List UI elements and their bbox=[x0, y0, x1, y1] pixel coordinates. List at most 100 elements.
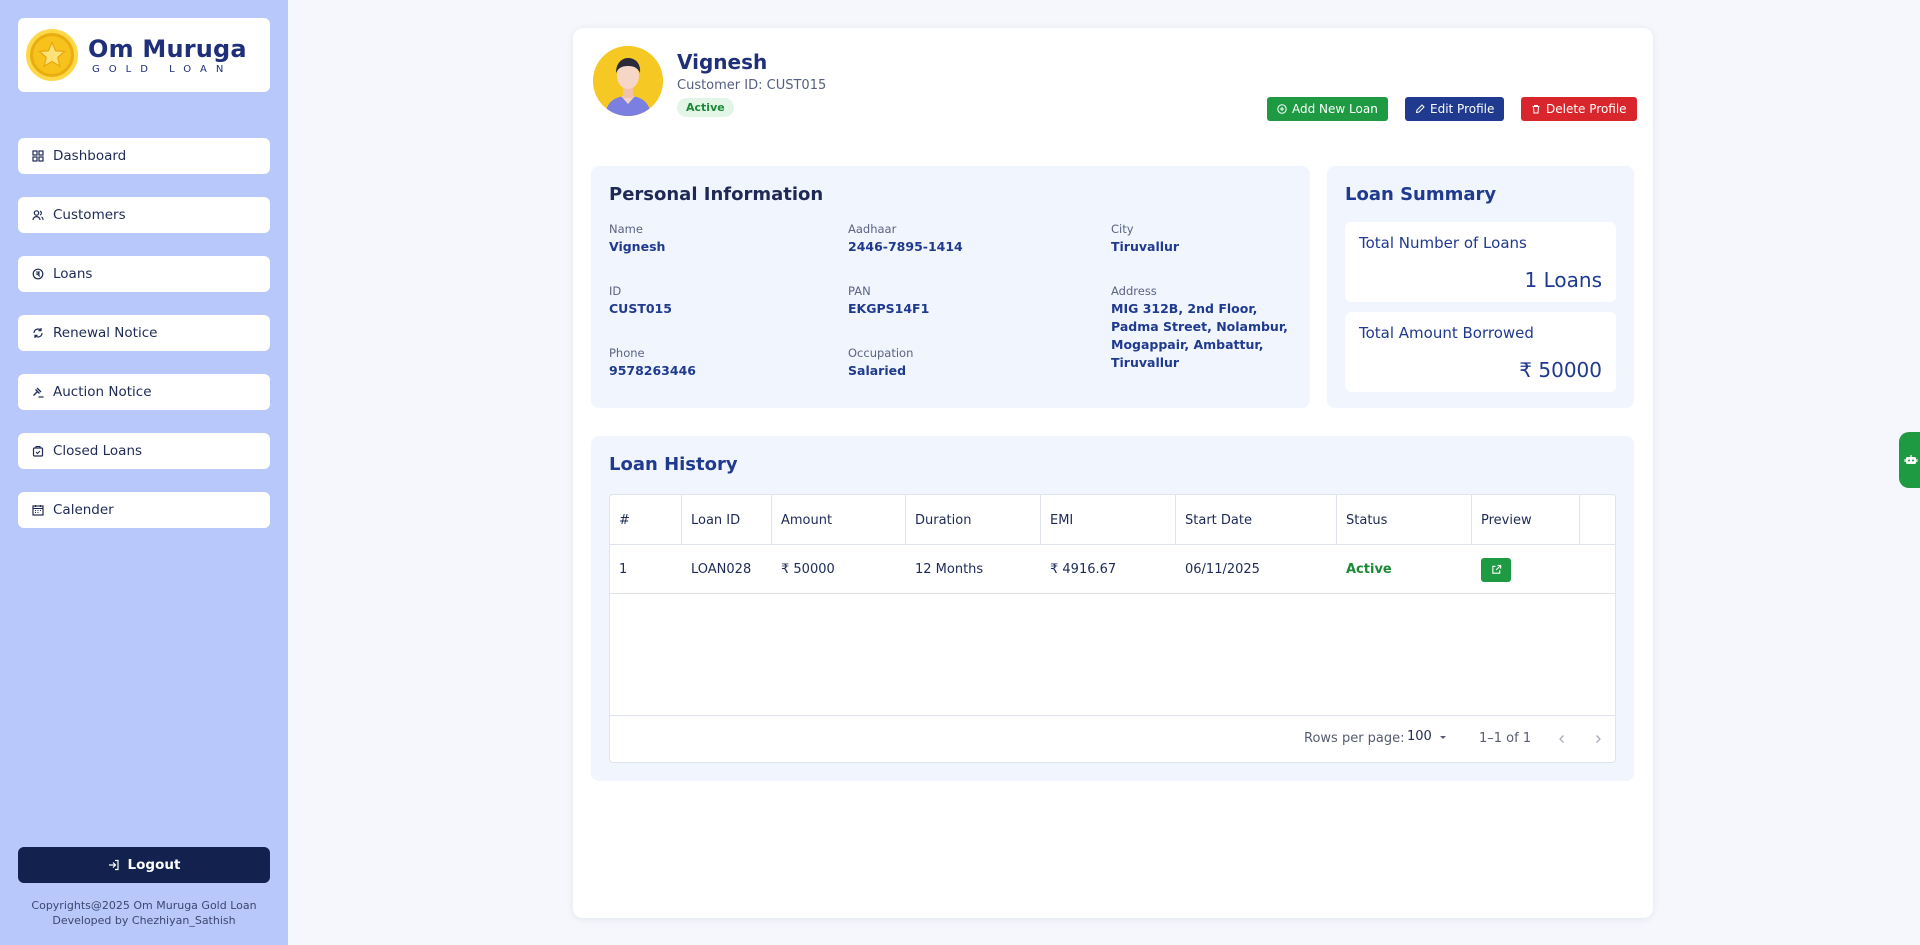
cell-emi: ₹ 4916.67 bbox=[1050, 562, 1117, 577]
column-header-number[interactable]: # bbox=[610, 495, 682, 545]
total-loans-card: Total Number of Loans 1 Loans bbox=[1345, 222, 1616, 302]
field-label: ID bbox=[609, 284, 622, 298]
field-value: CUST015 bbox=[609, 301, 672, 316]
caret-down-icon bbox=[1439, 735, 1446, 739]
sidebar-item-label: Auction Notice bbox=[53, 384, 152, 400]
field-aadhaar: Aadhaar 2446-7895-1414 bbox=[848, 222, 963, 256]
field-value: 9578263446 bbox=[609, 363, 696, 378]
rows-per-page-select[interactable]: 100 bbox=[1407, 729, 1448, 744]
logout-icon bbox=[108, 859, 119, 871]
preview-button[interactable] bbox=[1481, 557, 1511, 582]
delete-profile-button[interactable]: Delete Profile bbox=[1521, 97, 1637, 121]
field-label: Phone bbox=[609, 346, 645, 360]
field-name: Name Vignesh bbox=[609, 222, 665, 256]
column-header-status[interactable]: Status bbox=[1337, 495, 1472, 545]
external-link-icon bbox=[1491, 564, 1501, 574]
field-label: PAN bbox=[848, 284, 871, 298]
loan-icon bbox=[32, 268, 44, 280]
table-header: # Loan ID Amount Duration EMI Start Date… bbox=[610, 495, 1615, 545]
renew-icon bbox=[32, 327, 44, 339]
sidebar-item-label: Loans bbox=[53, 266, 93, 282]
loan-summary-title: Loan Summary bbox=[1345, 184, 1497, 205]
column-header-start-date[interactable]: Start Date bbox=[1176, 495, 1337, 545]
next-page-button[interactable] bbox=[1588, 729, 1608, 749]
loan-summary-panel: Loan Summary Total Number of Loans 1 Loa… bbox=[1327, 166, 1634, 408]
dashboard-icon bbox=[32, 150, 44, 162]
total-loans-value: 1 Loans bbox=[1524, 268, 1602, 292]
column-header-emi[interactable]: EMI bbox=[1041, 495, 1176, 545]
cell-preview bbox=[1472, 545, 1511, 594]
cell-number: 1 bbox=[619, 562, 628, 577]
total-borrowed-card: Total Amount Borrowed ₹ 50000 bbox=[1345, 312, 1616, 392]
previous-page-button[interactable] bbox=[1552, 729, 1572, 749]
plus-circle-icon bbox=[1277, 104, 1287, 114]
cell-start-date: 06/11/2025 bbox=[1185, 562, 1260, 577]
delete-profile-label: Delete Profile bbox=[1546, 102, 1627, 116]
sidebar-item-customers[interactable]: Customers bbox=[18, 197, 270, 233]
column-header-preview[interactable]: Preview bbox=[1472, 495, 1580, 545]
field-label: City bbox=[1111, 222, 1134, 236]
trash-icon bbox=[1532, 105, 1540, 114]
chatbot-toggle-button[interactable] bbox=[1899, 432, 1920, 488]
users-icon bbox=[32, 209, 44, 221]
chevron-left-icon bbox=[1559, 735, 1564, 743]
loan-history-panel: Loan History # Loan ID Amount Duration E… bbox=[591, 436, 1634, 781]
column-header-loan-id[interactable]: Loan ID bbox=[682, 495, 772, 545]
avatar bbox=[593, 46, 663, 116]
brand-logo[interactable]: Om Muruga GOLD LOAN bbox=[18, 18, 270, 92]
field-phone: Phone 9578263446 bbox=[609, 346, 696, 380]
edit-profile-label: Edit Profile bbox=[1430, 102, 1495, 116]
field-value: 2446-7895-1414 bbox=[848, 239, 963, 254]
sidebar-nav: Dashboard Customers Loans Renewal Notice… bbox=[18, 138, 270, 551]
column-header-amount[interactable]: Amount bbox=[772, 495, 906, 545]
field-label: Name bbox=[609, 222, 643, 236]
logout-label: Logout bbox=[127, 857, 181, 873]
total-loans-label: Total Number of Loans bbox=[1359, 234, 1527, 252]
field-value: Vignesh bbox=[609, 239, 666, 254]
field-city: City Tiruvallur bbox=[1111, 222, 1179, 256]
sidebar-item-label: Calender bbox=[53, 502, 114, 518]
column-header-duration[interactable]: Duration bbox=[906, 495, 1041, 545]
rows-per-page-label: Rows per page: bbox=[1304, 731, 1405, 746]
table-row[interactable]: 1 LOAN028 ₹ 50000 12 Months ₹ 4916.67 06… bbox=[610, 545, 1615, 594]
sidebar-item-label: Dashboard bbox=[53, 148, 127, 164]
copyright-line: Copyrights@2025 Om Muruga Gold Loan bbox=[31, 899, 257, 912]
gavel-icon bbox=[32, 386, 44, 398]
customer-id: Customer ID: CUST015 bbox=[677, 78, 827, 93]
robot-icon bbox=[1904, 455, 1918, 464]
edit-profile-button[interactable]: Edit Profile bbox=[1405, 97, 1505, 121]
cell-status: Active bbox=[1346, 562, 1392, 577]
sidebar-item-loans[interactable]: Loans bbox=[18, 256, 270, 292]
total-borrowed-value: ₹ 50000 bbox=[1519, 358, 1602, 382]
field-value: Salaried bbox=[848, 363, 907, 378]
pagination-range: 1–1 of 1 bbox=[1479, 731, 1532, 746]
add-new-loan-button[interactable]: Add New Loan bbox=[1267, 97, 1388, 121]
field-address: Address MIG 312B, 2nd Floor, Padma Stree… bbox=[1111, 284, 1296, 372]
loan-history-table: # Loan ID Amount Duration EMI Start Date… bbox=[609, 494, 1616, 763]
sidebar-item-dashboard[interactable]: Dashboard bbox=[18, 138, 270, 174]
pencil-icon bbox=[1415, 104, 1425, 114]
closed-icon bbox=[32, 445, 44, 457]
rows-per-page-value: 100 bbox=[1407, 729, 1432, 744]
calendar-icon bbox=[32, 504, 44, 516]
sidebar-item-auction-notice[interactable]: Auction Notice bbox=[18, 374, 270, 410]
logout-button[interactable]: Logout bbox=[18, 847, 270, 883]
cell-duration: 12 Months bbox=[915, 562, 984, 577]
personal-information-title: Personal Information bbox=[609, 184, 824, 205]
cell-loan-id: LOAN028 bbox=[691, 562, 752, 577]
customer-profile-card: Vignesh Customer ID: CUST015 Active Add … bbox=[573, 28, 1653, 918]
customer-name: Vignesh bbox=[677, 50, 768, 74]
add-new-loan-label: Add New Loan bbox=[1292, 102, 1378, 116]
table-pagination: Rows per page: 100 1–1 of 1 bbox=[610, 715, 1615, 762]
status-badge: Active bbox=[677, 98, 734, 117]
field-value: MIG 312B, 2nd Floor, Padma Street, Nolam… bbox=[1111, 301, 1288, 370]
brand-title: Om Muruga bbox=[88, 34, 247, 63]
copyright: Copyrights@2025 Om Muruga Gold Loan Deve… bbox=[0, 898, 288, 928]
sidebar-item-closed-loans[interactable]: Closed Loans bbox=[18, 433, 270, 469]
credit-line: Developed by Chezhiyan_Sathish bbox=[52, 914, 236, 927]
sidebar-item-calender[interactable]: Calender bbox=[18, 492, 270, 528]
sidebar-item-renewal-notice[interactable]: Renewal Notice bbox=[18, 315, 270, 351]
field-label: Aadhaar bbox=[848, 222, 897, 236]
total-borrowed-label: Total Amount Borrowed bbox=[1359, 324, 1534, 342]
cell-amount: ₹ 50000 bbox=[781, 562, 835, 577]
